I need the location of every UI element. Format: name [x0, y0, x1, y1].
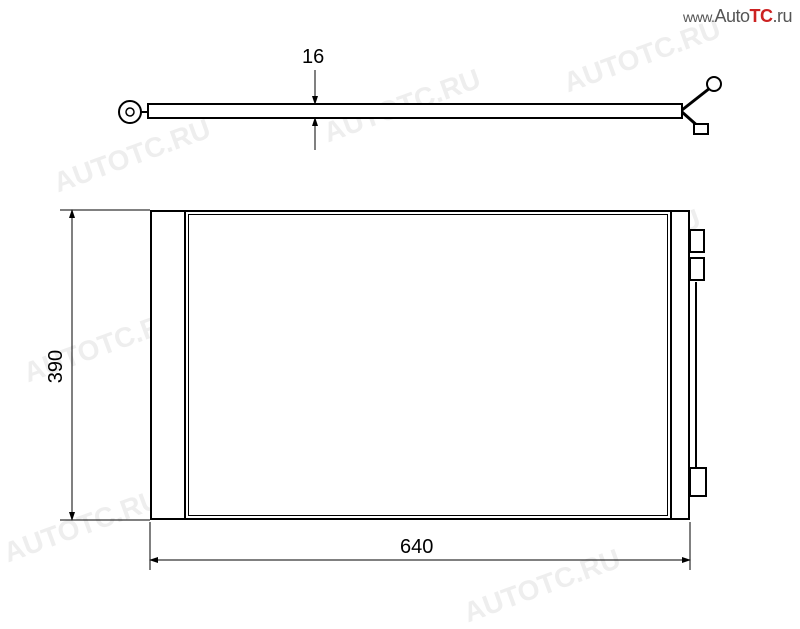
- dim-thickness-label: 16: [302, 46, 324, 69]
- dim-height: [60, 210, 150, 520]
- diagram-canvas: AUTOTC.RUAUTOTC.RUAUTOTC.RUAUTOTC.RUAUTO…: [0, 0, 800, 600]
- radiator-right-tank: [670, 210, 690, 520]
- dim-height-label: 390: [45, 350, 68, 383]
- top-view: [119, 77, 721, 134]
- radiator-core: [188, 214, 668, 516]
- dim-width-label: 640: [400, 536, 433, 559]
- radiator-left-tank: [150, 210, 186, 520]
